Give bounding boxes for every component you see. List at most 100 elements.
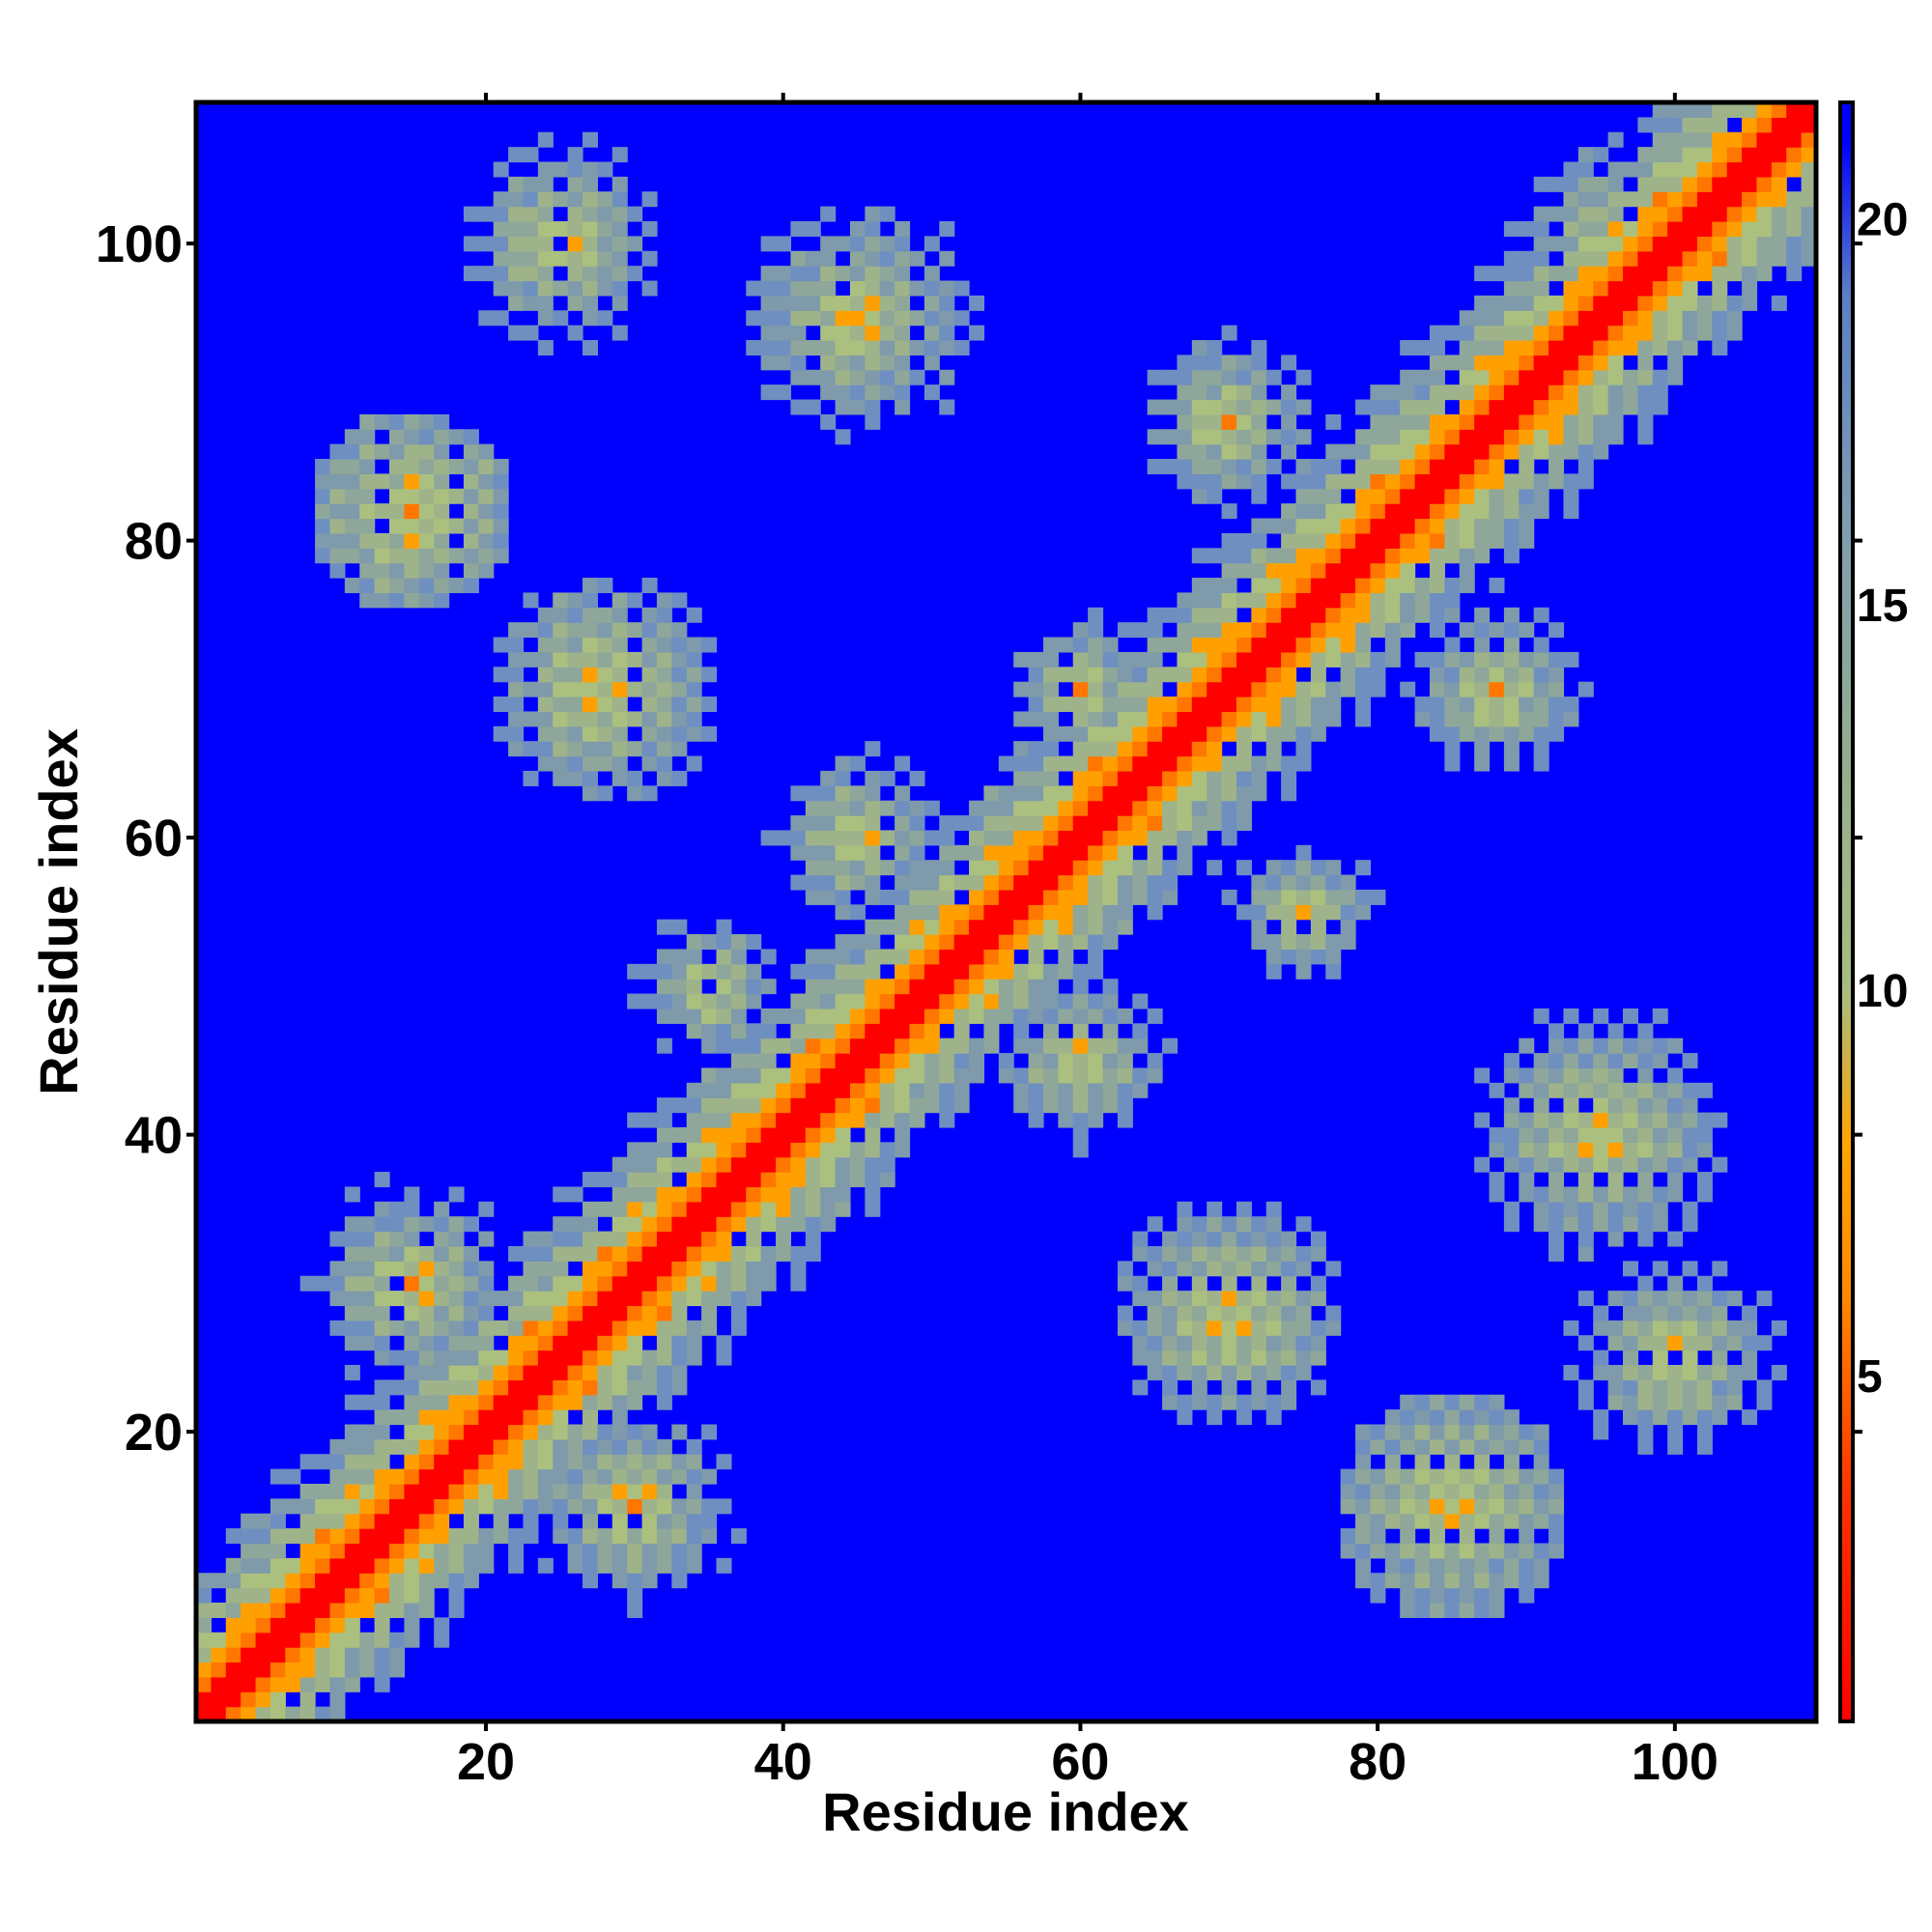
heatmap-cell bbox=[1548, 1216, 1565, 1233]
heatmap-cell bbox=[1563, 1142, 1579, 1158]
heatmap-cell bbox=[849, 310, 866, 327]
heatmap-cell bbox=[1637, 1305, 1654, 1321]
heatmap-cell bbox=[776, 1245, 792, 1262]
heatmap-cell bbox=[553, 221, 569, 237]
heatmap-cell bbox=[1028, 755, 1044, 772]
heatmap-cell bbox=[1177, 844, 1193, 861]
heatmap-cell bbox=[1191, 1245, 1208, 1262]
heatmap-cell bbox=[1667, 1186, 1684, 1203]
heatmap-cell bbox=[1310, 503, 1326, 520]
heatmap-cell bbox=[1503, 369, 1520, 385]
heatmap-cell bbox=[418, 413, 435, 430]
heatmap-cell bbox=[641, 1454, 658, 1470]
heatmap-cell bbox=[1370, 518, 1386, 534]
heatmap-cell bbox=[1503, 1112, 1520, 1128]
heatmap-cell bbox=[1384, 473, 1401, 490]
heatmap-cell bbox=[656, 696, 672, 713]
heatmap-cell bbox=[790, 295, 807, 311]
heatmap-cell bbox=[805, 280, 821, 297]
heatmap-cell bbox=[1637, 1275, 1654, 1292]
heatmap-cell bbox=[1712, 147, 1728, 163]
heatmap-cell bbox=[1102, 667, 1119, 683]
heatmap-cell bbox=[389, 548, 405, 564]
heatmap-cell bbox=[418, 1305, 435, 1321]
heatmap-cell bbox=[1577, 1053, 1594, 1069]
heatmap-cell bbox=[1637, 1156, 1654, 1173]
heatmap-cell bbox=[508, 1245, 525, 1262]
heatmap-cell bbox=[1742, 1409, 1758, 1426]
heatmap-cell bbox=[567, 1231, 583, 1247]
heatmap-cell bbox=[953, 979, 970, 995]
heatmap-cell bbox=[1162, 800, 1179, 816]
heatmap-cell bbox=[1519, 369, 1535, 385]
heatmap-cell bbox=[508, 236, 525, 252]
heatmap-cell bbox=[1088, 785, 1104, 802]
heatmap-cell bbox=[1548, 443, 1565, 460]
heatmap-cell bbox=[389, 1543, 405, 1559]
heatmap-cell bbox=[1652, 1320, 1668, 1336]
heatmap-cell bbox=[953, 963, 970, 980]
heatmap-cell bbox=[1696, 1409, 1713, 1426]
heatmap-cell bbox=[1696, 1172, 1713, 1188]
heatmap-cell bbox=[730, 1097, 747, 1114]
heatmap-cell bbox=[1414, 340, 1431, 355]
heatmap-cell bbox=[641, 1186, 658, 1203]
heatmap-cell bbox=[1295, 1305, 1312, 1321]
heatmap-cell bbox=[716, 1454, 732, 1470]
heatmap-cell bbox=[760, 949, 777, 965]
heatmap-cell bbox=[849, 325, 866, 341]
heatmap-cell bbox=[656, 1037, 672, 1054]
heatmap-cell bbox=[909, 340, 925, 355]
heatmap-cell bbox=[434, 1231, 450, 1247]
heatmap-cell bbox=[404, 1394, 420, 1410]
heatmap-cell bbox=[1503, 1409, 1520, 1426]
heatmap-cell bbox=[835, 904, 851, 921]
heatmap-cell bbox=[508, 1409, 525, 1426]
heatmap-cell bbox=[1593, 295, 1609, 311]
heatmap-cell bbox=[1295, 860, 1312, 876]
heatmap-cell bbox=[895, 236, 911, 252]
heatmap-cell bbox=[1042, 1008, 1059, 1024]
heatmap-cell bbox=[582, 1261, 599, 1277]
heatmap-cell bbox=[299, 1632, 316, 1648]
heatmap-cell bbox=[389, 1216, 405, 1233]
heatmap-cell bbox=[865, 1082, 881, 1098]
heatmap-cell bbox=[1162, 830, 1179, 846]
heatmap-cell bbox=[553, 681, 569, 697]
heatmap-cell bbox=[1028, 667, 1044, 683]
heatmap-cell bbox=[1013, 934, 1030, 951]
heatmap-cell bbox=[895, 295, 911, 311]
heatmap-cell bbox=[225, 1632, 242, 1648]
heatmap-cell bbox=[1310, 1335, 1326, 1351]
heatmap-cell bbox=[582, 1424, 599, 1440]
heatmap-cell bbox=[374, 1291, 390, 1307]
heatmap-cell bbox=[1117, 1112, 1133, 1128]
heatmap-cell bbox=[1281, 1335, 1297, 1351]
heatmap-cell bbox=[865, 934, 881, 951]
heatmap-cell bbox=[953, 1097, 970, 1114]
heatmap-cell bbox=[909, 844, 925, 861]
heatmap-cell bbox=[1682, 325, 1698, 341]
heatmap-cell bbox=[597, 1557, 613, 1574]
heatmap-cell bbox=[1340, 518, 1356, 534]
heatmap-cell bbox=[820, 830, 837, 846]
heatmap-cell bbox=[1191, 1305, 1208, 1321]
heatmap-cell bbox=[359, 578, 376, 594]
heatmap-cell bbox=[1147, 651, 1163, 668]
heatmap-cell bbox=[1786, 131, 1803, 148]
heatmap-cell bbox=[1058, 1037, 1074, 1054]
heatmap-cell bbox=[1652, 1053, 1668, 1069]
heatmap-cell bbox=[463, 503, 479, 520]
heatmap-cell bbox=[1652, 399, 1668, 415]
heatmap-cell bbox=[1682, 1082, 1698, 1098]
heatmap-cell bbox=[1652, 1156, 1668, 1173]
heatmap-cell bbox=[508, 1424, 525, 1440]
heatmap-cell bbox=[448, 1320, 465, 1336]
heatmap-cell bbox=[701, 1245, 718, 1262]
heatmap-cell bbox=[434, 1216, 450, 1233]
heatmap-cell bbox=[686, 949, 702, 965]
heatmap-cell bbox=[1682, 1126, 1698, 1143]
heatmap-cell bbox=[1400, 1468, 1416, 1485]
heatmap-cell bbox=[1622, 1142, 1638, 1158]
